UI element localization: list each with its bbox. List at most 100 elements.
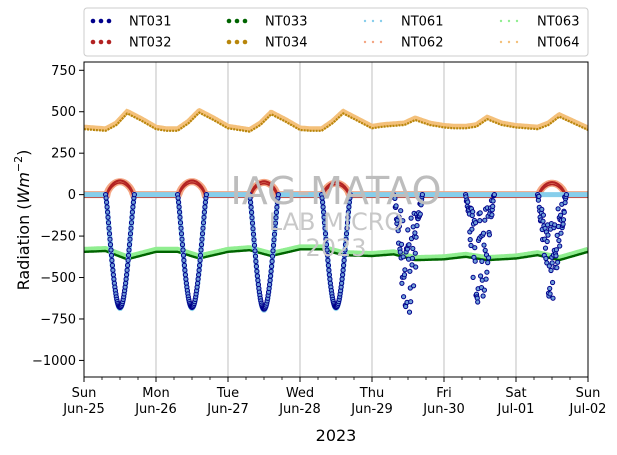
x-tick-date: Jul-02 — [569, 402, 607, 417]
series-NT031-point — [177, 209, 183, 215]
series-NT031-point — [326, 267, 332, 273]
series-NT031-point — [400, 254, 406, 260]
watermark: IAG-MATAO LAB MICRO 2023 — [230, 169, 441, 262]
series-NT031-point — [203, 192, 209, 198]
series-NT031-point — [475, 299, 481, 305]
series-NT031-point — [550, 279, 556, 286]
legend-frame — [83, 7, 589, 57]
series-NT031-point — [271, 237, 277, 243]
series-NT031-point — [413, 264, 419, 270]
series-NT031-point — [480, 293, 486, 299]
series-NT031-point — [539, 206, 545, 212]
series-NT031-point — [540, 212, 547, 218]
series-NT034-line — [84, 111, 588, 133]
y-axis-label: Radiation (Wm−2) — [12, 150, 33, 291]
series-NT031-point — [179, 236, 185, 242]
x-tick-date: Jun-28 — [278, 402, 321, 417]
series-NT031-point — [546, 263, 552, 269]
series-NT031-point — [481, 242, 487, 248]
legend-label-NT031: NT031 — [129, 15, 171, 30]
series-NT063-band — [84, 244, 588, 262]
series-NT031-point — [553, 247, 560, 253]
series-NT031-point — [396, 214, 402, 220]
series-NT031-point — [111, 276, 117, 282]
series-NT031-point — [124, 267, 130, 273]
legend-swatch-NT031 — [98, 18, 104, 24]
series-NT031-point — [472, 258, 478, 264]
series-NT031-point — [413, 234, 419, 240]
series-NT031-point — [123, 276, 129, 282]
x-tick-weekday: Sun — [72, 386, 97, 401]
legend-swatch-NT064 — [515, 40, 519, 44]
series-NT031-point — [127, 231, 134, 237]
series-NT031-point — [558, 230, 564, 236]
series-NT031-point — [250, 226, 256, 232]
series-NT031-point — [272, 226, 278, 232]
series-NT031-point — [412, 230, 418, 236]
y-axis-label-base: Radiation ( — [14, 203, 33, 290]
series-NT031-point — [560, 221, 566, 227]
series-NT031-point — [469, 226, 475, 232]
series-NT031-point — [563, 192, 570, 198]
series-NT031-point — [196, 267, 202, 273]
series-NT031-point — [104, 204, 110, 210]
series-NT031-point — [326, 272, 332, 278]
series-NT031-point — [125, 252, 132, 258]
legend-swatch-NT032 — [98, 39, 104, 45]
series-NT031-point — [401, 272, 408, 278]
x-tick-weekday: Wed — [286, 386, 314, 401]
series-NT031-point — [250, 231, 257, 237]
series-NT031-point — [200, 220, 207, 226]
series-NT031-point — [195, 280, 201, 286]
series-NT031-point — [248, 199, 254, 205]
x-tick-weekday: Sun — [576, 386, 601, 401]
x-axis: SunJun-25MonJun-26TueJun-27WedJun-28ThuJ… — [62, 377, 606, 417]
series-NT031-point — [340, 267, 346, 273]
series-NT031-point — [536, 193, 542, 199]
legend-label-NT032: NT032 — [129, 36, 171, 51]
series-NT031-point — [270, 242, 277, 248]
series-NT031-point — [249, 209, 255, 215]
series-NT031-point — [197, 252, 204, 258]
legend-label-NT062: NT062 — [401, 36, 443, 51]
series-NT031-point — [543, 255, 549, 262]
series-NT033-line — [84, 248, 588, 262]
series-NT031-point — [409, 262, 415, 268]
series-NT031-point — [558, 212, 564, 218]
series-NT031-point — [556, 237, 562, 244]
series-NT031-point — [200, 225, 206, 231]
series-NT031-point — [327, 276, 333, 282]
series-NT031-point — [131, 192, 137, 198]
series-NT031-point — [249, 220, 256, 226]
series-NT031-point — [125, 257, 131, 263]
series-NT031-point — [557, 243, 563, 249]
series-NT031-point — [417, 211, 423, 217]
series-NT031-point — [553, 253, 559, 259]
series-NT031-point — [103, 195, 109, 201]
series-NT031-point — [181, 257, 187, 263]
x-tick-date: Jun-27 — [206, 402, 249, 417]
series-NT031-point — [555, 206, 561, 212]
series-NT031-point — [484, 269, 490, 275]
series-NT031-point — [470, 209, 476, 215]
series-NT031-point — [125, 262, 131, 268]
series-NT031-point — [269, 253, 276, 259]
series-NT031-point — [178, 225, 184, 231]
series-NT031-point — [398, 241, 405, 247]
x-tick-date: Jun-30 — [422, 402, 465, 417]
series-NT031-point — [109, 262, 116, 268]
series-NT031-point — [343, 231, 350, 237]
series-NT031-point — [490, 198, 496, 204]
series-NT031-point — [322, 225, 328, 231]
series-NT031-point — [105, 214, 111, 220]
series-NT031-point — [322, 231, 329, 237]
series-NT031-point — [177, 220, 184, 226]
series-NT031-point — [407, 268, 413, 274]
series-NT031-point — [472, 245, 478, 251]
series-NT031-point — [483, 276, 489, 282]
y-axis-label-unit: Wm — [14, 172, 33, 203]
legend: NT031 NT032 NT033 NT034 NT061 NT062 NT063 NT064 — [83, 7, 589, 57]
series-NT031-point — [544, 238, 550, 245]
series-NT031-point — [199, 231, 206, 237]
